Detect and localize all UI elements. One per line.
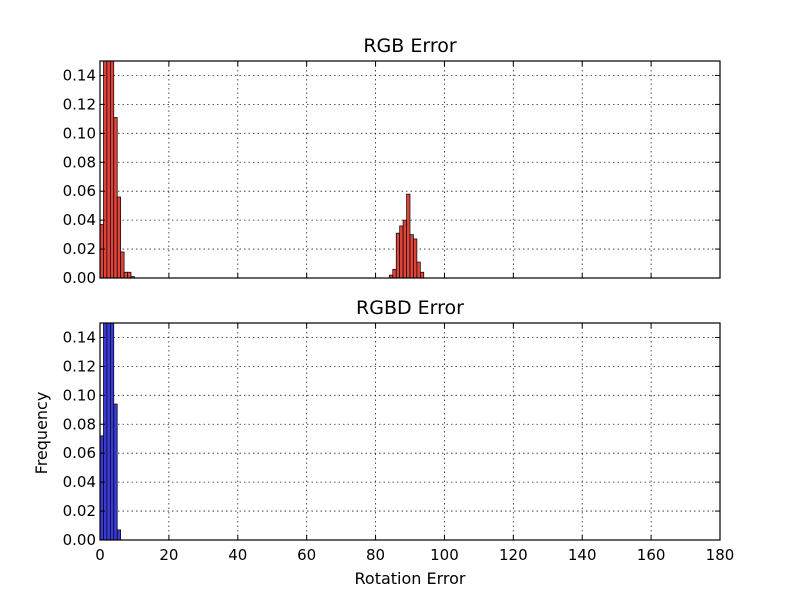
rgbd-error-panel: RGBD Error 0 20 40 60 80 100 120 140 160 1800.000… [63, 297, 735, 564]
y-tick-label: 0.02 [63, 240, 96, 258]
x-tick-label: 80 [366, 546, 385, 564]
x-axis-label: Rotation Error [355, 569, 466, 588]
y-tick-label: 0.00 [63, 531, 96, 549]
y-tick-label: 0.10 [63, 124, 96, 142]
rgb-error-bar [392, 268, 397, 279]
rgb-error-bar [402, 219, 407, 279]
y-tick-label: 0.08 [63, 415, 96, 433]
y-tick-label: 0.12 [63, 95, 96, 113]
rgbd-error-bars [99, 322, 122, 541]
rgbd-error-title: RGBD Error [356, 297, 464, 319]
rgb-error-plot-frame [99, 60, 721, 279]
y-tick-label: 0.02 [63, 502, 96, 520]
y-tick-label: 0.00 [63, 269, 96, 287]
x-tick-label: 120 [499, 546, 528, 564]
rgb-error-bar [395, 232, 401, 279]
rgb-error-bar [416, 261, 421, 279]
rgb-error-bar [127, 271, 132, 279]
rgb-error-bar [413, 238, 418, 279]
y-tick-label: 0.06 [63, 182, 96, 200]
rgb-error-bar [109, 60, 115, 279]
x-tick-label: 60 [297, 546, 316, 564]
rgbd-error-grid [100, 323, 720, 540]
x-tick-label: 160 [637, 546, 666, 564]
rgbd-error-bar [113, 403, 118, 541]
rgb-error-bar [113, 117, 118, 279]
y-tick-label: 0.04 [63, 473, 96, 491]
y-tick-label: 0.08 [63, 153, 96, 171]
rgb-error-bar [106, 60, 111, 279]
rgb-error-ticks: 0.00 0.02 0.04 0.06 0.08 0.10 0.12 0.14 [63, 61, 721, 287]
rgb-error-bar [419, 271, 425, 279]
rgbd-error-bar [116, 529, 122, 541]
rgbd-error-plot-frame [99, 322, 721, 541]
rgb-error-bar [406, 193, 411, 279]
x-tick-label: 100 [430, 546, 459, 564]
rgb-error-bar [116, 196, 122, 279]
rgb-error-bar [103, 60, 108, 279]
rgb-error-panel: RGB Error 0.000.020.040.060.080.100.120.… [63, 35, 721, 287]
y-tick-label: 0.14 [63, 66, 96, 84]
x-tick-label: 20 [159, 546, 178, 564]
rgb-error-bar [120, 251, 125, 279]
rgb-error-title: RGB Error [363, 35, 457, 57]
rgb-error-grid [100, 61, 720, 278]
rgbd-error-bar [103, 322, 108, 541]
x-tick-label: 180 [706, 546, 735, 564]
x-tick-label: 0 [95, 546, 105, 564]
rgb-error-bar [123, 271, 128, 279]
y-tick-label: 0.14 [63, 328, 96, 346]
y-tick-label: 0.06 [63, 444, 96, 462]
rgb-error-bar [409, 234, 414, 279]
x-tick-label: 40 [228, 546, 247, 564]
rgbd-error-bar [109, 322, 115, 541]
y-axis-label: Frequency [32, 392, 51, 475]
y-tick-label: 0.10 [63, 386, 96, 404]
x-tick-label: 140 [568, 546, 597, 564]
y-tick-label: 0.04 [63, 211, 96, 229]
rgbd-error-ticks: 0 20 40 60 80 100 120 140 160 180 0.00 0.02 0.04 0.06… [63, 323, 735, 564]
y-tick-label: 0.12 [63, 357, 96, 375]
rgb-error-bar [399, 225, 404, 279]
rgbd-error-bar [106, 322, 111, 541]
